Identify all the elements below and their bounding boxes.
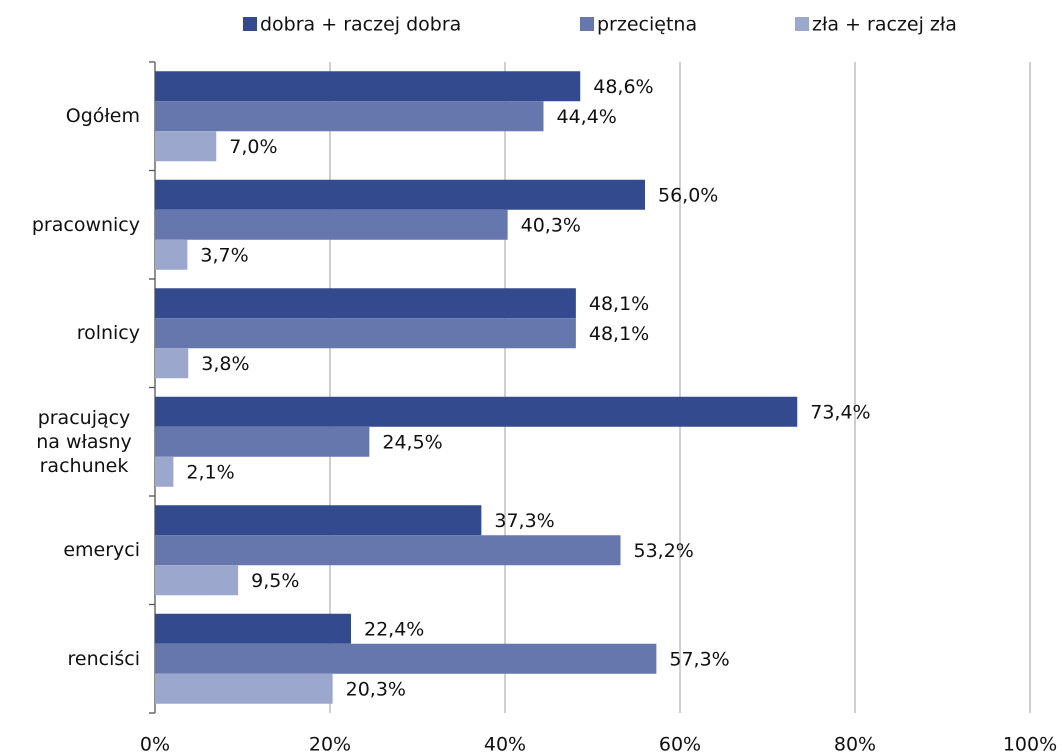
legend-label: zła + raczej zła bbox=[812, 14, 957, 36]
bar bbox=[155, 101, 544, 132]
legend-swatch bbox=[243, 17, 257, 31]
bar bbox=[155, 71, 581, 102]
bar bbox=[155, 288, 576, 319]
legend-swatch bbox=[580, 17, 594, 31]
bar bbox=[155, 643, 657, 674]
value-label: 3,7% bbox=[200, 244, 248, 266]
category-text: rolnicy bbox=[76, 322, 140, 345]
bar bbox=[155, 239, 188, 270]
value-label: 3,8% bbox=[201, 353, 249, 375]
category-label: renciści bbox=[0, 605, 140, 714]
value-label: 9,5% bbox=[251, 570, 299, 592]
category-text: emeryci bbox=[63, 539, 140, 562]
x-tick-label: 80% bbox=[834, 734, 876, 754]
category-text: renciści bbox=[67, 647, 140, 670]
bar bbox=[155, 456, 174, 487]
category-label: Ogółem bbox=[0, 62, 140, 171]
bar bbox=[155, 426, 370, 457]
bar bbox=[155, 673, 333, 704]
value-label: 24,5% bbox=[382, 431, 442, 453]
category-text: Ogółem bbox=[65, 105, 140, 128]
x-tick-label: 0% bbox=[140, 734, 170, 754]
value-label: 48,1% bbox=[589, 293, 649, 315]
legend-label: dobra + raczej dobra bbox=[260, 14, 461, 36]
bar bbox=[155, 613, 351, 644]
legend-swatch bbox=[795, 17, 809, 31]
value-label: 44,4% bbox=[557, 106, 617, 128]
x-tick-label: 100% bbox=[1003, 734, 1057, 754]
value-label: 53,2% bbox=[634, 540, 694, 562]
bar bbox=[155, 348, 189, 379]
legend-label: przeciętna bbox=[597, 14, 697, 36]
category-label: pracujący na własny rachunek bbox=[0, 388, 140, 497]
category-text: pracujący na własny rachunek bbox=[36, 406, 132, 477]
bar bbox=[155, 131, 217, 162]
value-label: 37,3% bbox=[494, 510, 554, 532]
category-label: pracownicy bbox=[0, 171, 140, 280]
x-tick-label: 20% bbox=[309, 734, 351, 754]
value-label: 7,0% bbox=[229, 136, 277, 158]
value-label: 2,1% bbox=[186, 461, 234, 483]
value-label: 20,3% bbox=[346, 678, 406, 700]
bar bbox=[155, 209, 508, 240]
value-label: 48,6% bbox=[593, 76, 653, 98]
bar bbox=[155, 565, 239, 596]
value-label: 57,3% bbox=[669, 648, 729, 670]
bar bbox=[155, 505, 482, 536]
value-label: 48,1% bbox=[589, 323, 649, 345]
value-label: 40,3% bbox=[521, 214, 581, 236]
bar bbox=[155, 396, 798, 427]
category-label: emeryci bbox=[0, 496, 140, 605]
bar bbox=[155, 318, 576, 349]
category-label: rolnicy bbox=[0, 279, 140, 388]
bar bbox=[155, 535, 621, 566]
category-text: pracownicy bbox=[31, 213, 140, 236]
bar bbox=[155, 179, 645, 210]
value-label: 73,4% bbox=[810, 401, 870, 423]
x-tick-label: 40% bbox=[484, 734, 526, 754]
value-label: 22,4% bbox=[364, 618, 424, 640]
x-tick-label: 60% bbox=[659, 734, 701, 754]
value-label: 56,0% bbox=[658, 184, 718, 206]
